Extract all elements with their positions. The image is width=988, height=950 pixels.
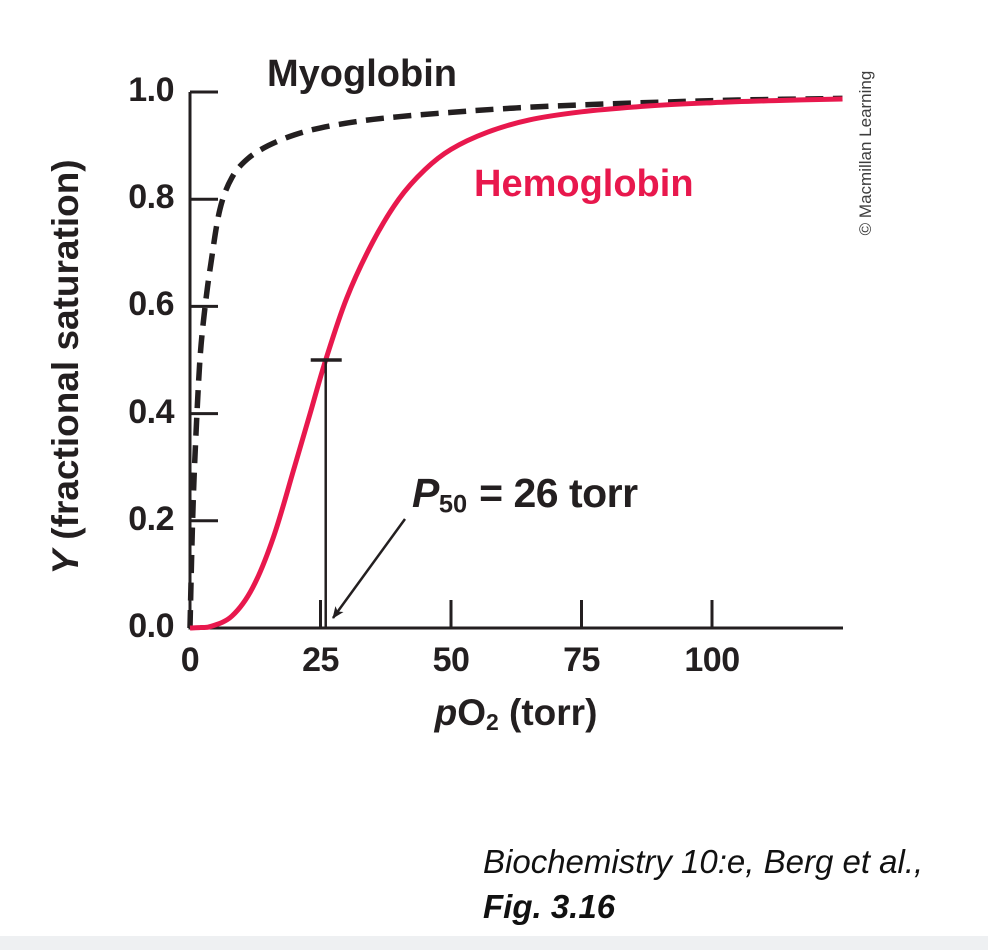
p50-value: = 26 torr [479, 470, 638, 516]
y-tick-label-0.2: 0.2 [128, 499, 174, 538]
hemoglobin-curve-label: Hemoglobin [474, 163, 694, 205]
caption-figure-number: Fig. 3.16 [483, 887, 616, 925]
y-tick-label-0.0: 0.0 [128, 607, 174, 645]
x-axis-title-subscript: 2 [485, 709, 499, 736]
hemoglobin-curve [189, 96, 843, 631]
y-tick-label-0.6: 0.6 [128, 285, 174, 324]
p50-symbol: P [412, 470, 439, 516]
x-axis-title-unit: (torr) [498, 692, 598, 733]
x-tick-label-25: 25 [302, 641, 339, 679]
y-axis-title-text: (fractional saturation) [45, 159, 86, 550]
x-tick-label-75: 75 [563, 641, 600, 679]
p50-annotation: P50 = 26 torr [412, 470, 638, 520]
x-axis-title-symbol: p [434, 692, 458, 733]
caption-source-line: Biochemistry 10:e, Berg et al., [483, 843, 924, 880]
footer-strip [0, 936, 988, 950]
myoglobin-curve [187, 95, 843, 629]
y-tick-label-1.0: 1.0 [128, 71, 174, 109]
x-tick-label-100: 100 [684, 641, 740, 679]
myoglobin-curve-label: Myoglobin [267, 53, 457, 95]
x-axis-title-element: O [457, 692, 486, 733]
p50-subscript: 50 [438, 490, 468, 519]
copyright-notice: © Macmillan Learning [856, 70, 875, 236]
x-axis-title: pO2 (torr) [396, 692, 636, 736]
chart-plot-area [187, 90, 843, 631]
y-axis-title: Y (fractional saturation) [45, 152, 87, 582]
y-axis-title-symbol: Y [45, 549, 86, 575]
p50-arrow [331, 518, 407, 619]
y-tick-label-0.4: 0.4 [128, 392, 174, 431]
x-tick-label-0: 0 [180, 641, 200, 679]
figure-caption: Biochemistry 10:e, Berg et al., Fig. 3.1… [483, 840, 923, 930]
x-tick-label-50: 50 [432, 641, 470, 679]
y-tick-label-0.8: 0.8 [128, 178, 174, 217]
